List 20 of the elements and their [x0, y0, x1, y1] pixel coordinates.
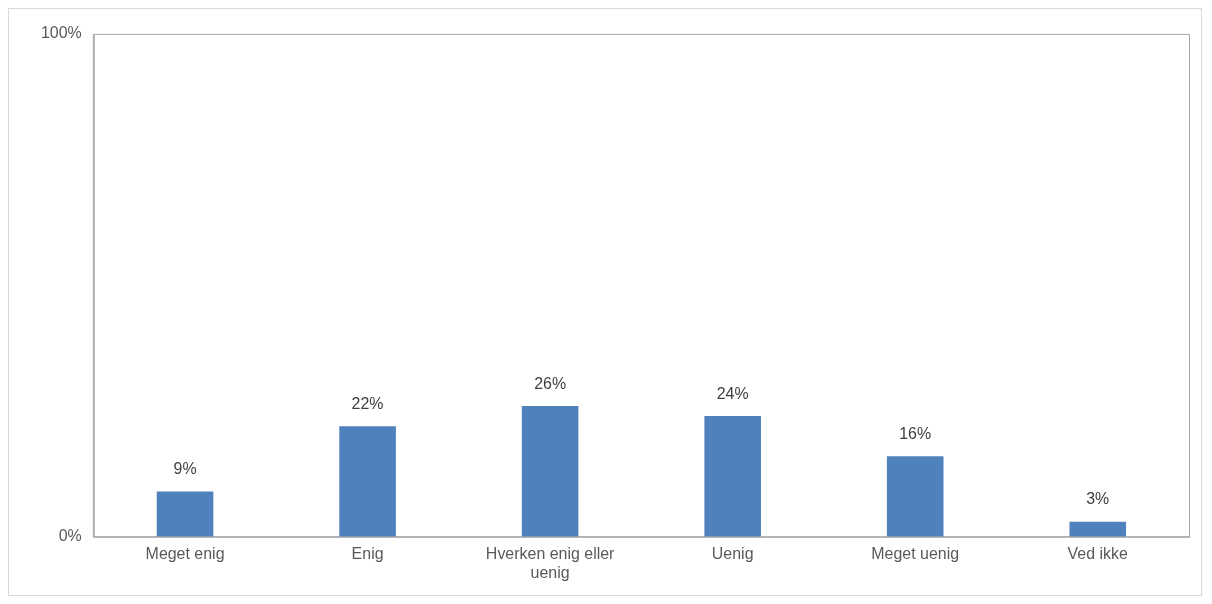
- bar: [1069, 521, 1127, 537]
- x-tick-label: Meget uenig: [871, 544, 960, 562]
- data-label: 16%: [899, 424, 932, 442]
- bar: [339, 426, 396, 537]
- y-tick-label: 100%: [41, 24, 82, 42]
- x-tick-label: Hverken enig eller uenig: [485, 544, 616, 581]
- data-label: 22%: [351, 394, 384, 412]
- bar: [156, 491, 214, 537]
- bar: [886, 456, 944, 537]
- data-label: 3%: [1086, 490, 1110, 508]
- bar: [521, 406, 579, 537]
- x-tick-label: Ved ikke: [1067, 544, 1129, 562]
- x-tick-label: Enig: [351, 544, 384, 562]
- data-label: 9%: [173, 460, 197, 477]
- bar: [704, 416, 761, 537]
- data-label: 26%: [534, 374, 567, 392]
- x-tick-label: Uenig: [711, 544, 754, 562]
- x-tick-label: Meget enig: [145, 544, 225, 562]
- data-label: 24%: [716, 384, 749, 402]
- y-tick-label: 0%: [58, 527, 82, 545]
